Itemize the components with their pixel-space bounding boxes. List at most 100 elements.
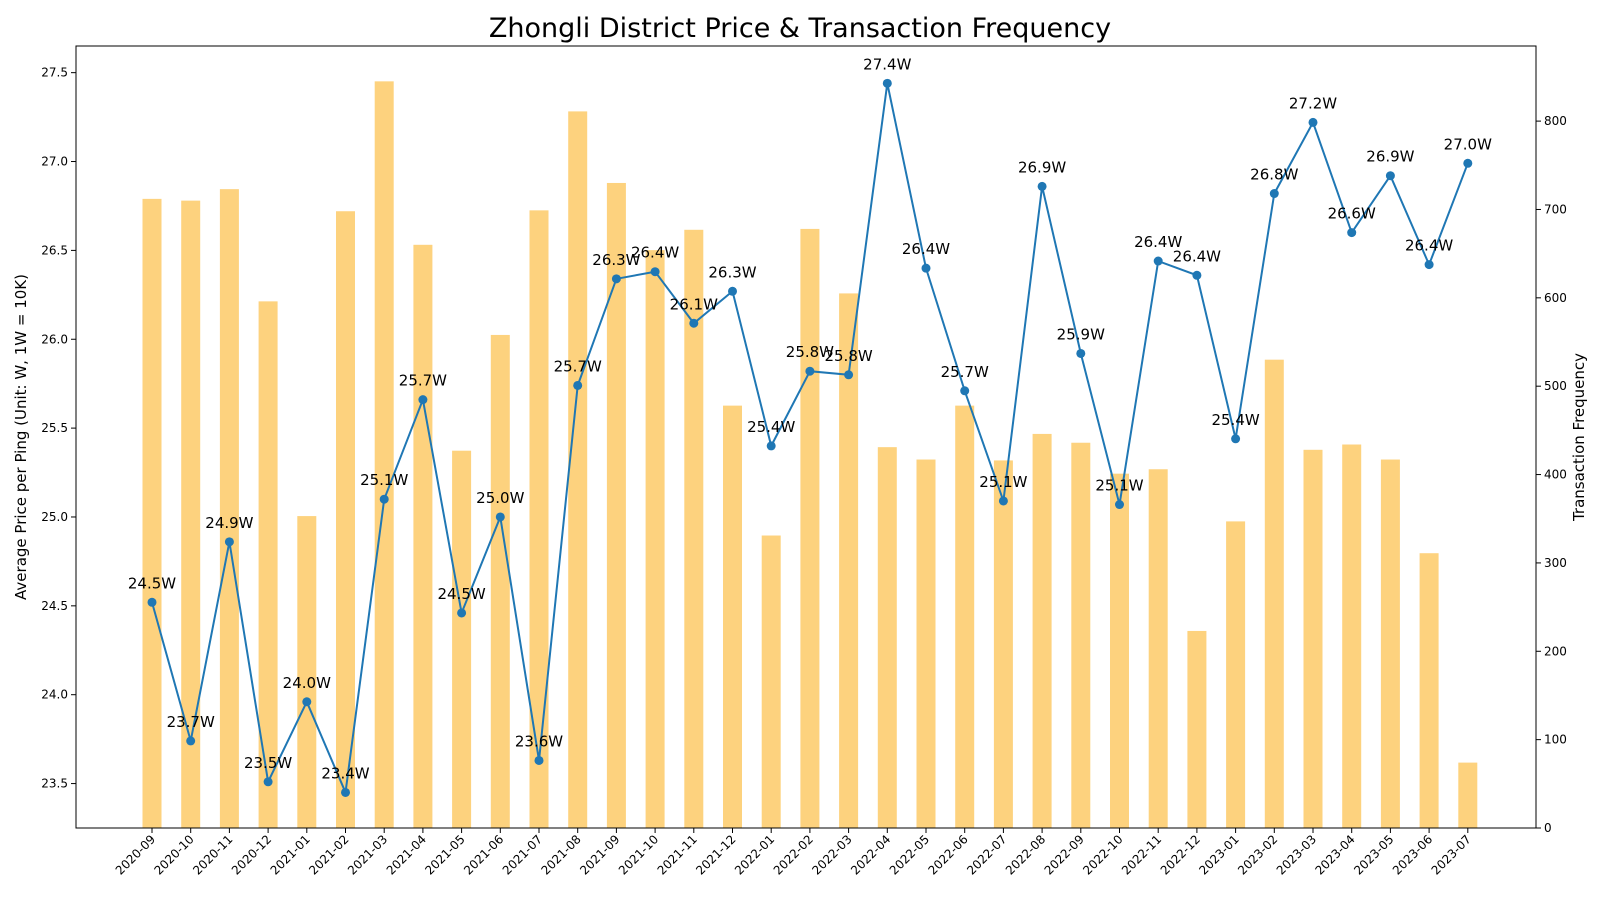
bar-2022-07 [993, 460, 1013, 828]
price-point-2023-04 [1347, 228, 1357, 238]
x-tick-label-2023-07: 2023-07 [1429, 832, 1474, 877]
price-label-2021-10: 26.4W [631, 244, 679, 262]
x-tick-label-2021-02: 2021-02 [306, 832, 351, 877]
bar-2022-02 [800, 228, 820, 828]
bar-series-frequency [142, 81, 1478, 829]
price-point-2022-03 [844, 370, 854, 380]
bar-2020-10 [181, 200, 201, 828]
bar-2021-03 [374, 81, 394, 829]
x-tick-label-2021-06: 2021-06 [461, 832, 506, 877]
x-tick-label-2020-10: 2020-10 [151, 832, 196, 877]
price-data-labels: 24.5W 23.7W 24.9W 23.5W 24.0W 23.4W 25.1W 25.7W… [128, 55, 1492, 782]
price-label-2022-02: 25.8W [786, 343, 834, 361]
price-point-2022-09 [1076, 348, 1086, 358]
bar-2022-05 [916, 459, 936, 828]
right-tick-label: 800 [1544, 114, 1567, 128]
x-tick-label-2020-12: 2020-12 [229, 832, 274, 877]
price-label-2021-01: 24.0W [283, 674, 331, 692]
price-label-2020-12: 23.5W [244, 754, 292, 772]
x-tick-label-2021-07: 2021-07 [500, 832, 545, 877]
x-tick-label-2023-01: 2023-01 [1196, 832, 1241, 877]
x-tick-label-2023-03: 2023-03 [1274, 832, 1319, 877]
left-tick-label: 27.0 [41, 155, 68, 169]
price-label-2022-09: 25.9W [1057, 325, 1105, 343]
bar-2022-04 [877, 447, 897, 828]
x-tick-label-2022-07: 2022-07 [964, 832, 1009, 877]
price-markers [147, 78, 1473, 797]
price-point-2021-07 [534, 755, 544, 765]
bar-2021-09 [606, 182, 626, 828]
bar-2020-12 [258, 301, 278, 828]
bar-2023-07 [1458, 762, 1478, 828]
bar-2021-10 [645, 250, 665, 828]
price-label-2022-04: 27.4W [863, 55, 911, 73]
price-label-2022-03: 25.8W [824, 347, 872, 365]
right-tick-label: 400 [1544, 468, 1567, 482]
x-tick-label-2022-08: 2022-08 [1003, 832, 1048, 877]
left-tick-label: 24.5 [41, 599, 68, 613]
bar-2021-08 [568, 111, 588, 828]
price-label-2021-07: 23.6W [515, 732, 563, 750]
bar-2021-02 [336, 211, 355, 829]
bar-2022-06 [955, 405, 975, 828]
price-point-2022-10 [1115, 500, 1124, 510]
left-tick-label: 27.5 [41, 66, 68, 80]
x-tick-label-2022-06: 2022-06 [925, 832, 970, 877]
price-point-2020-10 [186, 736, 196, 746]
x-tick-label-2022-10: 2022-10 [1080, 832, 1125, 877]
x-tick-label-2021-04: 2021-04 [384, 832, 429, 877]
price-label-2023-01: 25.4W [1211, 411, 1259, 429]
x-tick-label-2021-09: 2021-09 [577, 832, 622, 877]
x-tick-label-2023-04: 2023-04 [1312, 832, 1357, 877]
price-point-2021-09 [611, 274, 621, 284]
x-tick-label-2022-11: 2022-11 [1119, 832, 1164, 877]
price-label-2022-10: 25.1W [1095, 477, 1143, 495]
bar-2021-11 [684, 229, 704, 829]
x-tick-label-2021-03: 2021-03 [345, 832, 390, 877]
bar-2021-05 [452, 450, 472, 828]
bar-2022-01 [761, 535, 781, 828]
price-label-2022-05: 26.4W [902, 240, 950, 258]
plot-frame [75, 45, 1537, 829]
bar-2022-08 [1032, 433, 1052, 828]
price-label-2023-07: 27.0W [1444, 135, 1492, 153]
price-point-2020-09 [147, 597, 157, 607]
price-label-2023-05: 26.9W [1366, 148, 1414, 166]
x-tick-label-2022-03: 2022-03 [809, 832, 854, 877]
x-tick-label-2023-05: 2023-05 [1351, 832, 1396, 877]
price-point-2021-02 [341, 787, 350, 797]
bar-2023-06 [1419, 553, 1439, 828]
bar-2023-04 [1342, 444, 1362, 828]
x-tick-label-2021-11: 2021-11 [655, 832, 700, 877]
price-point-2022-05 [921, 263, 931, 273]
bar-2022-11 [1148, 469, 1168, 828]
price-point-2021-11 [689, 318, 699, 328]
right-tick-label: 100 [1544, 733, 1567, 747]
price-point-2023-07 [1463, 158, 1473, 168]
x-tick-label-2023-02: 2023-02 [1235, 832, 1280, 877]
price-label-2021-09: 26.3W [592, 251, 640, 269]
price-label-2021-06: 25.0W [476, 489, 524, 507]
x-tick-label-2021-12: 2021-12 [693, 832, 738, 877]
right-tick-label: 0 [1544, 821, 1552, 835]
left-tick-label: 23.5 [41, 777, 68, 791]
price-label-2022-11: 26.4W [1134, 233, 1182, 251]
right-y-axis: 0 100 200 300 400 500 600 700 800 [1536, 114, 1567, 835]
price-point-2021-04 [418, 395, 428, 405]
bar-2023-05 [1380, 459, 1400, 828]
price-label-2021-02: 23.4W [321, 764, 369, 782]
bar-2020-11 [219, 189, 239, 828]
x-tick-label-2021-01: 2021-01 [268, 832, 313, 877]
price-point-2022-01 [766, 441, 776, 451]
bar-2022-03 [839, 293, 859, 828]
price-point-2023-06 [1424, 260, 1434, 270]
price-point-2022-02 [805, 366, 815, 376]
price-label-2021-04: 25.7W [399, 372, 447, 390]
price-point-2022-08 [1037, 181, 1047, 191]
price-label-2021-08: 25.7W [554, 357, 602, 375]
bar-2021-01 [297, 516, 317, 828]
price-point-2023-03 [1308, 117, 1318, 127]
price-point-2021-10 [650, 267, 660, 277]
x-tick-label-2022-04: 2022-04 [848, 832, 893, 877]
chart-title: Zhongli District Price & Transaction Fre… [489, 13, 1111, 44]
